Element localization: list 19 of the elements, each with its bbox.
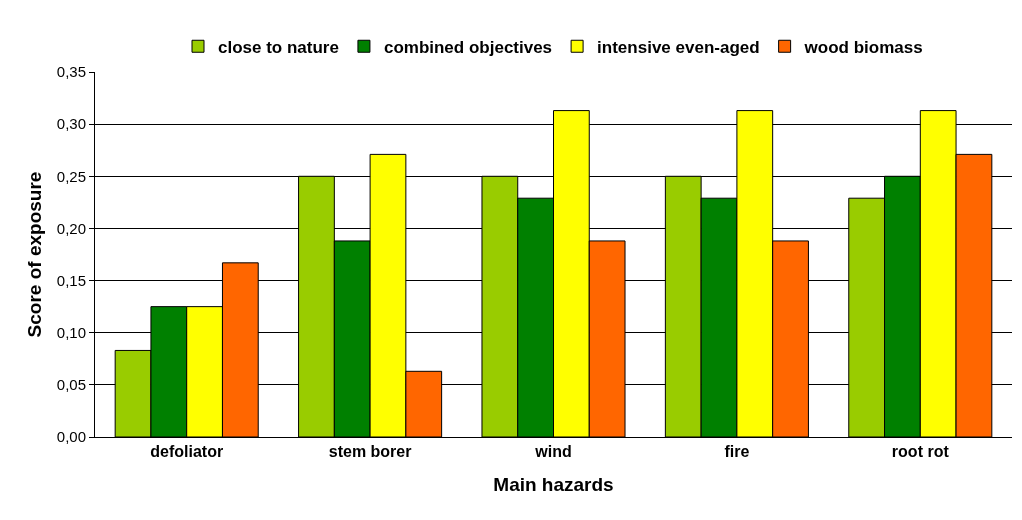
- y-tick-label: 0,15: [56, 271, 86, 289]
- y-tick-label: 0,05: [56, 376, 86, 394]
- legend-label: combined objectives: [383, 37, 553, 57]
- legend-label: close to nature: [218, 37, 339, 57]
- y-tick-label: 0,00: [56, 428, 86, 446]
- y-tick-label: 0,25: [56, 167, 86, 185]
- legend-label: intensive even-aged: [597, 37, 760, 57]
- y-axis-title: Score of exposure: [23, 171, 45, 338]
- y-tick-label: 0,20: [56, 219, 86, 237]
- x-tick-label: root rot: [891, 443, 950, 461]
- x-tick-label: fire: [724, 443, 750, 461]
- x-tick-label: defoliator: [150, 443, 224, 461]
- y-tick-label: 0,30: [56, 115, 86, 133]
- y-tick-label: 0,35: [56, 63, 86, 81]
- y-tick-label: 0,10: [56, 323, 86, 341]
- legend-label: wood biomass: [803, 37, 923, 57]
- x-axis-title: Main hazards: [493, 474, 614, 495]
- x-tick-label: stem borer: [328, 443, 412, 461]
- x-tick-label: wind: [534, 443, 572, 461]
